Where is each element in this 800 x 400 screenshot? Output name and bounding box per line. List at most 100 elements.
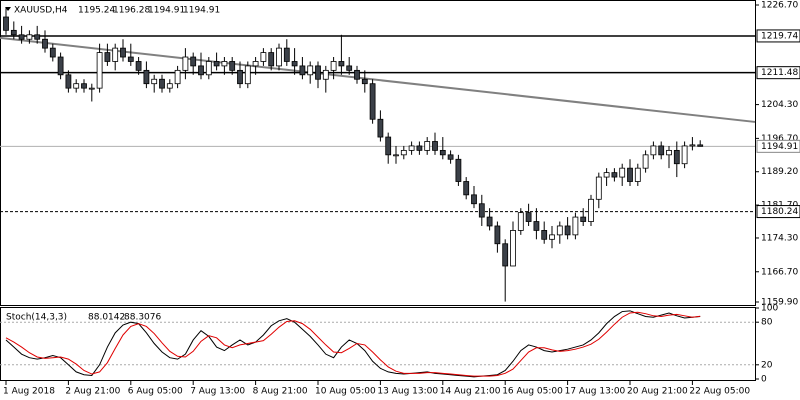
candle-body (666, 149, 672, 156)
x-tick-label: 14 Aug 21:00 (440, 387, 501, 397)
header-close: 1194.91 (183, 6, 220, 16)
stoch-main-value: 88.0142 (88, 313, 125, 323)
candle-body (455, 158, 462, 182)
candle-body (689, 144, 696, 147)
candle-body (252, 61, 259, 67)
stoch-name: Stoch(14,3,3) (6, 313, 67, 323)
candle-body (432, 141, 438, 151)
candle-body (26, 34, 33, 40)
candle-body (57, 56, 64, 76)
candle-body (127, 56, 134, 62)
x-tick-label: 7 Aug 13:00 (190, 387, 245, 397)
stoch-panel (0, 307, 756, 381)
candle-body (642, 154, 649, 169)
candle-body (10, 29, 17, 36)
x-tick-label: 13 Aug 13:00 (377, 387, 438, 397)
candle-body (517, 212, 524, 231)
candle-body (229, 61, 236, 71)
candle-body (556, 225, 563, 236)
x-tick-label: 10 Aug 05:00 (315, 387, 376, 397)
candle-body (588, 198, 594, 222)
candle-body (400, 149, 407, 156)
price-label: 1194.91 (761, 142, 798, 152)
candle-body (42, 38, 48, 49)
candle-body (81, 83, 87, 89)
candle-body (681, 145, 688, 165)
x-tick-label: 6 Aug 05:00 (128, 387, 183, 397)
level-box (756, 66, 800, 80)
y-tick-label: 1159.90 (761, 298, 798, 308)
candle-body (611, 172, 618, 178)
y-tick-label: 1174.30 (761, 233, 798, 243)
candle-body (174, 69, 181, 85)
x-tick-label: 17 Aug 13:00 (565, 387, 626, 397)
candle-body (510, 230, 516, 267)
candle-body (346, 65, 353, 71)
candle-body (330, 61, 337, 71)
candle-body (650, 145, 657, 156)
candle-body (439, 149, 446, 156)
candle-body (151, 78, 158, 85)
y-tick-label: 1166.70 (761, 267, 798, 277)
candle-body (564, 225, 571, 236)
candle-body (205, 61, 212, 76)
candle-body (634, 167, 641, 182)
candle-body (525, 212, 532, 222)
candle-body (572, 216, 579, 236)
level-label: 1180.24 (761, 207, 798, 217)
candle-body (595, 176, 602, 200)
candle-body (619, 167, 626, 178)
candle-body (549, 234, 555, 240)
candle-body (658, 145, 665, 156)
candle-body (478, 203, 485, 218)
price-panel (0, 0, 756, 306)
y-tick-label: 20 (761, 360, 773, 370)
candle-body (697, 144, 704, 147)
candle-body (416, 145, 423, 151)
candle-body (502, 243, 509, 267)
candle-body (260, 52, 267, 62)
candle-body (463, 181, 470, 196)
price-box (756, 139, 800, 153)
candle-body (166, 83, 173, 89)
candle-body (354, 69, 360, 80)
candle-body (299, 65, 306, 76)
candle-body (603, 172, 610, 178)
candle-body (96, 52, 103, 89)
candle-body (424, 141, 431, 151)
y-tick-label: 1204.30 (761, 100, 798, 110)
y-tick-label: 1189.20 (761, 167, 798, 177)
candle-body (322, 69, 329, 80)
header-low: 1194.91 (148, 6, 185, 16)
candle-body (408, 145, 415, 151)
candle-body (190, 56, 197, 67)
x-tick-label: 20 Aug 21:00 (627, 387, 688, 397)
y-tick-label: 0 (761, 375, 767, 385)
level-box (756, 205, 800, 219)
y-tick-label: 1196.70 (761, 134, 798, 144)
candle-body (198, 65, 204, 76)
candle-body (104, 52, 111, 62)
candle-body (213, 61, 220, 67)
candle-body (159, 78, 165, 89)
symbol: XAUUSD,H4 (14, 6, 68, 16)
candle-body (268, 52, 275, 67)
candle-body (112, 47, 119, 62)
candle-body (541, 230, 548, 240)
candle-body (580, 216, 587, 222)
candle-body (73, 83, 80, 89)
candle-body (393, 154, 399, 157)
candle-body (276, 47, 282, 67)
candle-body (447, 154, 454, 160)
y-tick-label: 100 (761, 304, 778, 314)
candle-body (244, 65, 251, 85)
stoch-signal-value: 88.3076 (124, 313, 161, 323)
y-tick-label: 1226.70 (761, 1, 798, 11)
candle-body (283, 47, 290, 62)
candle-body (135, 61, 142, 71)
candle-body (143, 69, 150, 85)
candle-body (182, 56, 189, 71)
candle-body (533, 221, 540, 231)
candle-body (307, 65, 314, 76)
candle-body (377, 118, 384, 138)
